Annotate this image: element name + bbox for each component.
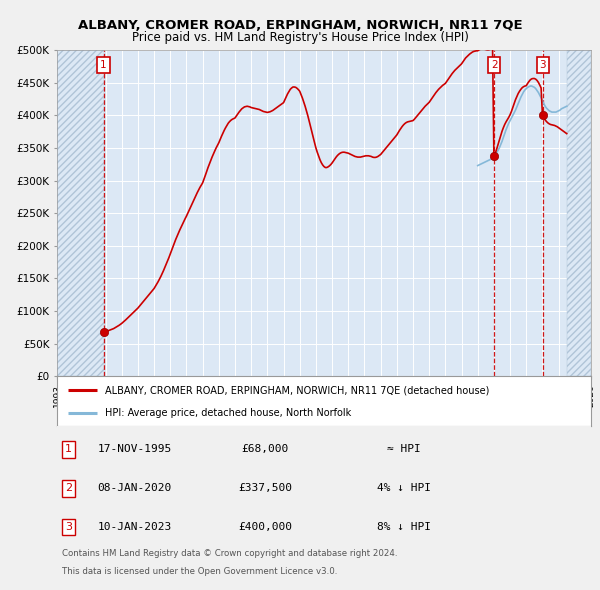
Text: 1: 1 — [100, 60, 107, 70]
Text: 2: 2 — [491, 60, 497, 70]
Text: £68,000: £68,000 — [242, 444, 289, 454]
Text: 10-JAN-2023: 10-JAN-2023 — [97, 522, 172, 532]
Text: ≈ HPI: ≈ HPI — [387, 444, 421, 454]
Text: 3: 3 — [65, 522, 72, 532]
Text: 4% ↓ HPI: 4% ↓ HPI — [377, 483, 431, 493]
Text: Contains HM Land Registry data © Crown copyright and database right 2024.: Contains HM Land Registry data © Crown c… — [62, 549, 398, 558]
Text: 08-JAN-2020: 08-JAN-2020 — [97, 483, 172, 493]
Text: £337,500: £337,500 — [238, 483, 292, 493]
Text: HPI: Average price, detached house, North Norfolk: HPI: Average price, detached house, Nort… — [105, 408, 352, 418]
Text: 1: 1 — [65, 444, 72, 454]
Text: 17-NOV-1995: 17-NOV-1995 — [97, 444, 172, 454]
Text: ALBANY, CROMER ROAD, ERPINGHAM, NORWICH, NR11 7QE (detached house): ALBANY, CROMER ROAD, ERPINGHAM, NORWICH,… — [105, 385, 490, 395]
Text: £400,000: £400,000 — [238, 522, 292, 532]
Bar — [57, 50, 104, 376]
Text: 3: 3 — [539, 60, 546, 70]
Text: 2: 2 — [65, 483, 73, 493]
Text: Price paid vs. HM Land Registry's House Price Index (HPI): Price paid vs. HM Land Registry's House … — [131, 31, 469, 44]
Text: ALBANY, CROMER ROAD, ERPINGHAM, NORWICH, NR11 7QE: ALBANY, CROMER ROAD, ERPINGHAM, NORWICH,… — [77, 19, 523, 32]
Text: This data is licensed under the Open Government Licence v3.0.: This data is licensed under the Open Gov… — [62, 568, 338, 576]
Bar — [567, 50, 591, 376]
Text: 8% ↓ HPI: 8% ↓ HPI — [377, 522, 431, 532]
